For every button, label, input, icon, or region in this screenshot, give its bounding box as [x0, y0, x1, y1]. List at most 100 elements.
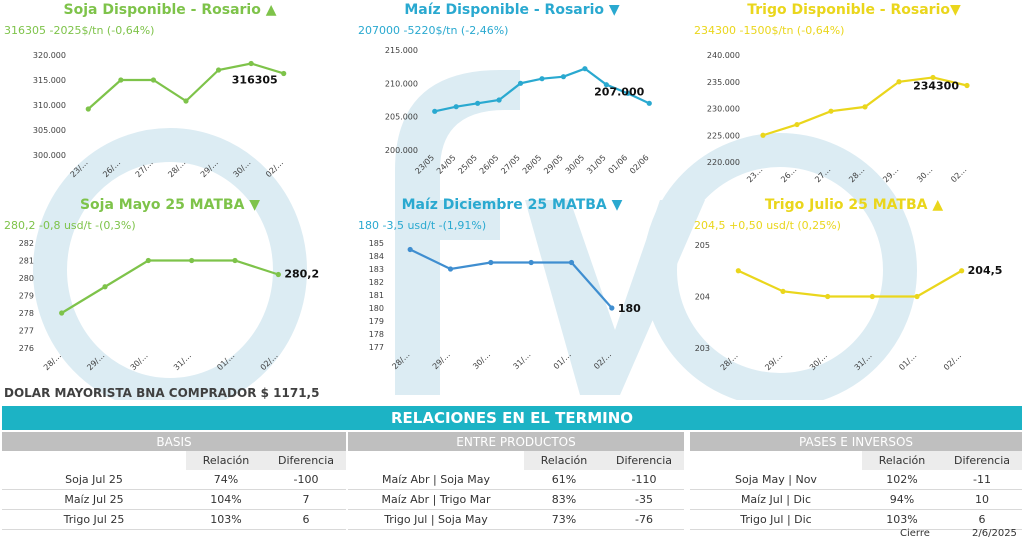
- y-tick-label: 205: [695, 241, 710, 250]
- x-tick-label: 30/05: [564, 153, 587, 176]
- data-point: [432, 108, 438, 114]
- chart-plot: 203 204 205 28/… 29/… 30/… 31/… 01/… 02/… 204,5: [695, 241, 1003, 372]
- x-tick-label: 02/…: [942, 351, 963, 372]
- data-point: [102, 284, 108, 290]
- chart-subtitle: 204,5 +0,50 usd/t (0,25%): [694, 219, 841, 232]
- chart-title: Trigo Julio 25 MATBA ▲: [764, 197, 944, 213]
- cierre-date: 2/6/2025: [972, 528, 1017, 539]
- chart-plot: 200.000 205.000 210.000 215.000 23/0524/0525…: [385, 46, 652, 176]
- chart-maiz-disponible: Maíz Disponible - Rosario ▼ 207000 -5220…: [342, 0, 682, 195]
- chart-subtitle: 180 -3,5 usd/t -(1,91%): [358, 219, 487, 232]
- data-point: [275, 271, 281, 278]
- chart-soja-mayo-matba: Soja Mayo 25 MATBA ▼ 280,2 -0,8 usd/t -(…: [0, 195, 340, 390]
- x-tick-label: 27/…: [134, 158, 155, 179]
- data-point: [964, 82, 970, 89]
- y-tick-label: 215.000: [385, 46, 418, 55]
- y-tick-label: 203: [695, 344, 710, 353]
- data-point: [603, 82, 609, 88]
- x-tick-label: 28/…: [719, 351, 740, 372]
- x-tick-label: 29/…: [763, 351, 784, 372]
- x-tick-label: 29/…: [199, 158, 220, 179]
- data-point: [215, 67, 222, 73]
- data-point: [496, 97, 502, 103]
- chart-maiz-diciembre-matba: Maíz Diciembre 25 MATBA ▼ 180 -3,5 usd/t…: [342, 195, 682, 390]
- data-point: [625, 90, 631, 96]
- x-tick-label: 27…: [813, 165, 832, 184]
- data-point: [145, 257, 151, 264]
- x-tick-label: 28/…: [166, 158, 187, 179]
- data-point: [475, 100, 481, 106]
- data-point: [794, 121, 800, 128]
- data-point: [447, 266, 454, 272]
- x-tick-label: 31/05: [585, 153, 608, 176]
- col-diferencia: Diferencia: [266, 451, 346, 470]
- chart-plot: 276 277 278 279 280 281 282 28/… 29/… 30/… 31/… 01/…: [19, 239, 319, 372]
- y-tick-label: 282: [19, 239, 34, 248]
- x-tick-label: 28/…: [42, 351, 63, 372]
- x-tick-label: 29…: [881, 165, 900, 184]
- data-point: [59, 310, 65, 316]
- basis-table: BASIS Relación Diferencia Soja Jul 25 74% -…: [2, 432, 346, 530]
- y-tick-label: 315.000: [33, 76, 66, 85]
- chart-subtitle: 280,2 -0,8 usd/t -(0,3%): [4, 219, 136, 232]
- entre-productos-table: ENTRE PRODUCTOS Relación Diferencia Maíz …: [348, 432, 684, 530]
- basis-title: BASIS: [2, 432, 346, 451]
- x-tick-label: 28…: [847, 165, 866, 184]
- x-tick-label: 30/…: [808, 351, 829, 372]
- data-point: [862, 104, 868, 110]
- x-tick-label: 26/…: [101, 158, 122, 179]
- y-tick-label: 235.000: [707, 78, 740, 87]
- x-tick-label: 30/…: [129, 351, 150, 372]
- last-value-label: 234300: [913, 79, 959, 92]
- y-tick-label: 205.000: [385, 113, 418, 122]
- x-tick-label: 01/…: [215, 351, 236, 372]
- data-point: [528, 259, 534, 266]
- y-tick-label: 220.000: [707, 158, 740, 167]
- y-tick-label: 185: [369, 239, 384, 248]
- y-tick-label: 225.000: [707, 131, 740, 140]
- table-row: Trigo Jul 25 103% 6: [2, 509, 346, 530]
- pases-title: PASES E INVERSOS: [690, 432, 1022, 451]
- x-tick-label: 02/…: [259, 351, 280, 372]
- col-diferencia: Diferencia: [604, 451, 684, 470]
- chart-trigo-disponible: Trigo Disponible - Rosario▼ 234300 -1500…: [684, 0, 1024, 195]
- data-point: [568, 259, 575, 266]
- col-relacion: Relación: [862, 451, 942, 470]
- y-tick-label: 320.000: [33, 51, 66, 60]
- series-line: [61, 259, 279, 314]
- x-tick-label: 30…: [915, 165, 934, 184]
- x-tick-label: 29/…: [85, 351, 106, 372]
- data-point: [609, 305, 615, 311]
- cierre-label: Cierre: [900, 528, 930, 539]
- data-point: [183, 98, 189, 104]
- y-tick-label: 310.000: [33, 101, 66, 110]
- y-tick-label: 178: [369, 330, 384, 339]
- data-point: [582, 66, 588, 72]
- data-point: [281, 70, 287, 77]
- data-point: [407, 246, 413, 253]
- x-tick-label: 01/…: [897, 351, 918, 372]
- chart-trigo-julio-matba: Trigo Julio 25 MATBA ▲ 204,5 +0,50 usd/t…: [684, 195, 1024, 390]
- col-diferencia: Diferencia: [942, 451, 1022, 470]
- data-point: [560, 74, 567, 80]
- col-relacion: Relación: [524, 451, 604, 470]
- y-tick-label: 200.000: [385, 146, 418, 155]
- pases-inversos-table: PASES E INVERSOS Relación Diferencia Soja…: [690, 432, 1022, 530]
- x-tick-label: 02/…: [264, 158, 285, 179]
- data-point: [189, 257, 195, 264]
- table-row: Maíz Jul 25 104% 7: [2, 489, 346, 510]
- y-tick-label: 305.000: [33, 126, 66, 135]
- y-tick-label: 279: [19, 292, 34, 301]
- table-row: Maíz Abr | Soja May 61% -110: [348, 470, 684, 490]
- x-tick-label: 30/…: [231, 158, 252, 179]
- x-tick-label: 23…: [745, 165, 764, 184]
- y-tick-label: 182: [369, 278, 384, 287]
- data-point: [930, 74, 936, 81]
- data-point: [896, 79, 902, 85]
- x-tick-label: 27/05: [499, 153, 522, 176]
- data-point: [825, 293, 831, 300]
- data-point: [150, 77, 157, 83]
- entre-title: ENTRE PRODUCTOS: [348, 432, 684, 451]
- y-tick-label: 184: [369, 252, 384, 261]
- dolar-mayorista: DOLAR MAYORISTA BNA COMPRADOR $ 1171,5: [4, 386, 320, 400]
